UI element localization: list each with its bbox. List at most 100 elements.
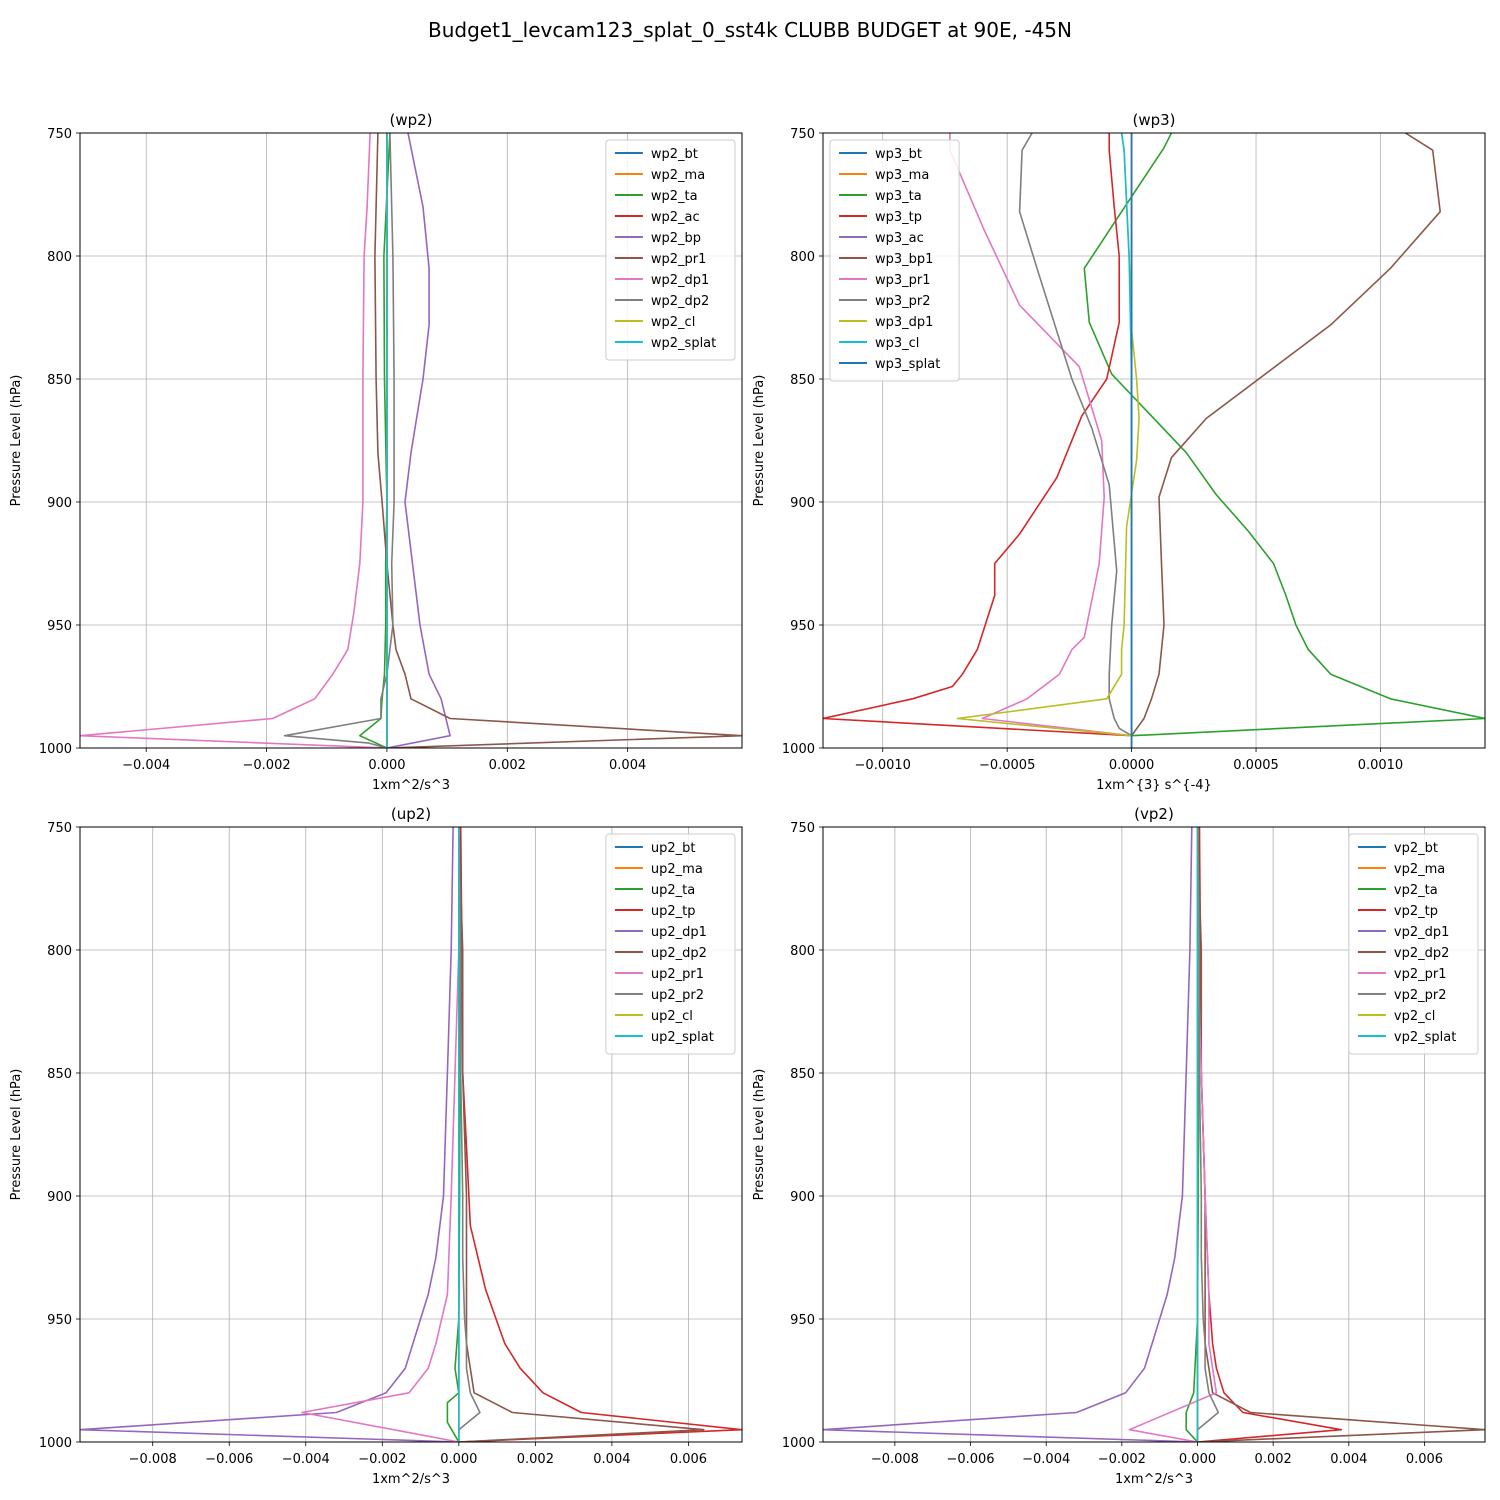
x-tick-label: −0.004 [282,1452,330,1467]
legend-label: wp2_ac [651,210,700,225]
series-line-wp2_dp1 [80,133,387,748]
legend-label: up2_ma [651,862,703,877]
series-group [823,133,1485,748]
series-line-wp3_bp1 [1130,133,1441,737]
legend: wp2_bt wp2_ma wp2_ta wp2_ac wp2_bp wp2_pr1 wp2… [605,139,736,361]
x-tick-label: 0.000 [440,1452,477,1467]
series-group [80,133,742,748]
legend-label: wp2_ta [651,189,698,204]
x-tick-label: −0.002 [1098,1452,1146,1467]
series-line-wp3_ta [1083,133,1485,737]
y-tick-label: 800 [790,944,815,959]
y-tick-label: 850 [790,1067,815,1082]
legend-label: wp3_ta [875,189,922,204]
legend-label: up2_bt [651,841,696,856]
y-axis-label: Pressure Level (hPa) [752,1069,767,1201]
x-tick-label: 0.004 [593,1452,630,1467]
legend-label: wp2_dp1 [651,273,709,288]
x-tick-label: 0.0010 [1358,758,1404,773]
x-tick-label: −0.004 [1022,1452,1070,1467]
series-line-vp2_tp [1197,827,1343,1442]
x-axis-label: 1xm^2/s^3 [372,1472,450,1487]
y-tick-label: 1000 [782,1436,815,1451]
x-tick-label: 0.000 [1179,1452,1216,1467]
x-tick-label: −0.006 [946,1452,994,1467]
x-tick-label: 0.000 [368,758,405,773]
y-tick-label: 1000 [39,742,72,757]
x-tick-label: −0.008 [871,1452,919,1467]
y-axis-label: Pressure Level (hPa) [752,375,767,507]
chart-title: (wp3) [1132,111,1175,129]
legend-label: vp2_bt [1394,841,1438,856]
x-axis-label: 1xm^2/s^3 [372,778,450,793]
y-tick-label: 1000 [39,1436,72,1451]
legend-label: wp3_dp1 [875,315,933,330]
series-line-vp2_pr2 [1196,827,1220,1431]
y-tick-label: 900 [790,496,815,511]
x-axis-label: 1xm^{3} s^{-4} [1096,778,1212,793]
legend-label: wp2_dp2 [651,294,709,309]
x-tick-label: −0.002 [243,758,291,773]
y-axis-label: Pressure Level (hPa) [9,375,24,507]
x-tick-label: 0.0005 [1233,758,1279,773]
y-tick-label: 950 [47,619,72,634]
x-tick-label: 0.002 [517,1452,554,1467]
legend-label: vp2_pr1 [1394,967,1447,982]
y-tick-label: 950 [47,1313,72,1328]
x-tick-label: 0.006 [670,1452,707,1467]
y-tick-label: 850 [47,373,72,388]
legend-label: wp3_splat [875,357,940,372]
legend-label: wp2_cl [651,315,695,330]
legend-label: vp2_ta [1394,883,1438,898]
series-line-up2_dp2 [458,827,705,1442]
x-tick-label: −0.002 [358,1452,406,1467]
legend-label: up2_cl [651,1009,693,1024]
y-tick-label: 800 [790,250,815,265]
y-tick-label: 900 [47,496,72,511]
legend-label: wp2_bt [651,147,698,162]
axes-frame [79,826,743,1443]
figure-title: Budget1_levcam123_splat_0_sst4k CLUBB BU… [428,18,1072,42]
y-tick-label: 800 [47,250,72,265]
series-line-up2_pr2 [458,827,481,1431]
chart-title: (vp2) [1134,805,1174,823]
x-tick-label: 0.006 [1406,1452,1443,1467]
y-tick-label: 800 [47,944,72,959]
chart-1: −0.0010 −0.0005 0.0000 0.0005 0.0010 750 800 85… [752,111,1486,793]
y-tick-label: 750 [790,127,815,142]
legend-label: vp2_ma [1394,862,1445,877]
legend-label: vp2_dp2 [1394,946,1450,961]
series-line-wp2_dp2 [283,133,395,748]
series-line-wp2_ta [358,133,391,748]
legend-label: up2_splat [651,1030,714,1045]
legend-label: wp3_pr1 [875,273,931,288]
legend-label: wp3_cl [875,336,919,351]
chart-title: (up2) [391,805,431,823]
x-tick-label: 0.004 [609,758,646,773]
series-line-up2_pr1 [301,827,460,1442]
y-tick-label: 750 [790,821,815,836]
legend-label: up2_ta [651,883,695,898]
legend-label: up2_pr1 [651,967,704,982]
series-line-wp3_pr2 [1018,133,1133,737]
y-tick-label: 850 [47,1067,72,1082]
series-group [823,827,1485,1442]
legend: wp3_bt wp3_ma wp3_ta wp3_tp wp3_ac wp3_bp1 wp3… [829,139,960,382]
x-tick-label: 0.004 [1330,1452,1367,1467]
legend: up2_bt up2_ma up2_ta up2_tp up2_dp1 up2_dp2up… [605,833,736,1055]
x-tick-label: 0.0000 [1109,758,1155,773]
legend-label: vp2_dp1 [1394,925,1450,940]
legend-label: vp2_pr2 [1394,988,1447,1003]
legend-label: wp3_bt [875,147,922,162]
y-tick-label: 1000 [782,742,815,757]
y-tick-label: 750 [47,127,72,142]
legend-label: up2_dp1 [651,925,707,940]
series-group [80,827,742,1442]
series-line-wp3_dp1 [956,133,1140,737]
y-tick-label: 950 [790,1313,815,1328]
series-line-wp3_cl [1120,133,1133,736]
legend-label: wp2_ma [651,168,705,183]
legend-label: wp3_pr2 [875,294,931,309]
legend-label: up2_dp2 [651,946,707,961]
